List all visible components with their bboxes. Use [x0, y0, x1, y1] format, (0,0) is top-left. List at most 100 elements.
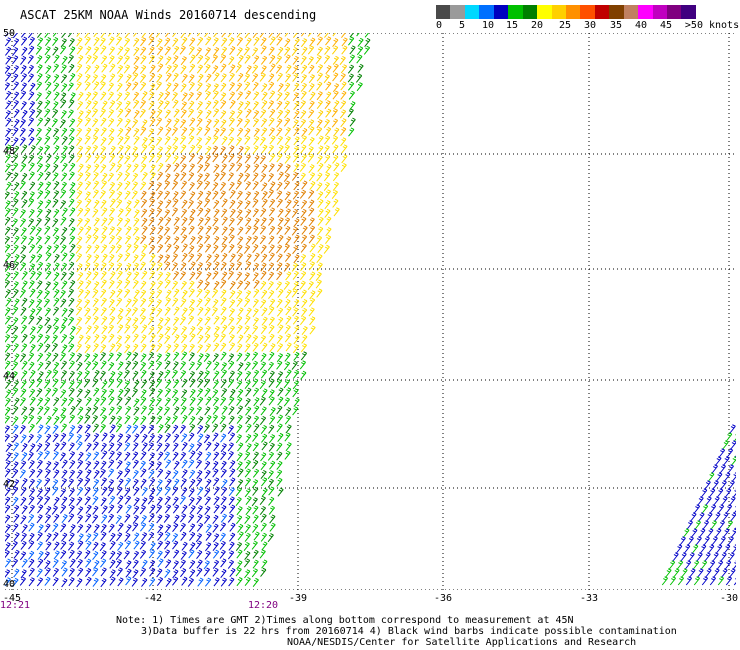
wind-barb [109, 289, 116, 299]
wind-barb [213, 325, 220, 335]
wind-barb [37, 550, 44, 560]
wind-barb [84, 172, 91, 182]
wind-barb [721, 496, 728, 506]
wind-barb [21, 333, 28, 343]
wind-barb [100, 180, 107, 190]
wind-barb [700, 544, 707, 554]
wind-barb [728, 552, 735, 562]
wind-barb [149, 504, 156, 514]
wind-barb [269, 36, 276, 46]
wind-barb [5, 236, 10, 245]
wind-barb [85, 568, 92, 578]
wind-barb [235, 82, 243, 92]
wind-barb [124, 495, 132, 505]
wind-barb [35, 136, 42, 146]
wind-barb [43, 379, 51, 389]
wind-barb [43, 450, 50, 460]
wind-barb [21, 406, 28, 416]
wind-barb [212, 523, 219, 533]
wind-barb [91, 108, 98, 118]
wind-barb [188, 299, 195, 309]
wind-barb [220, 423, 227, 433]
wind-barb [124, 477, 131, 487]
wind-barb [132, 254, 139, 264]
wind-barb [45, 460, 52, 470]
wind-barb [148, 208, 155, 218]
wind-barb [85, 504, 92, 514]
wind-barb [324, 208, 331, 218]
wind-barb [307, 119, 315, 129]
wind-barb [28, 577, 35, 587]
wind-barb [19, 551, 27, 561]
wind-barb [291, 46, 298, 56]
wind-barb [140, 405, 147, 415]
wind-barb [68, 218, 75, 228]
wind-barb [125, 82, 132, 92]
wind-barb [156, 171, 163, 181]
wind-barb [76, 236, 83, 246]
wind-barb [132, 271, 140, 281]
wind-barb [117, 46, 124, 56]
wind-barb [35, 235, 42, 245]
wind-barb [332, 33, 336, 37]
wind-barb [20, 486, 27, 496]
wind-barb [156, 289, 163, 299]
wind-barb [307, 56, 314, 66]
wind-barb [85, 234, 92, 244]
wind-barb [268, 235, 275, 245]
wind-barb [101, 380, 108, 390]
wind-barb [197, 163, 204, 173]
wind-barb [356, 46, 364, 56]
wind-barb [268, 306, 275, 316]
wind-barb [13, 118, 20, 128]
wind-barb [283, 144, 290, 154]
wind-barb [309, 243, 316, 253]
wind-barb [5, 343, 11, 353]
wind-barb [188, 81, 195, 91]
wind-barb [133, 109, 140, 119]
wind-barb [37, 405, 44, 415]
wind-barb [317, 191, 324, 201]
wind-barb [132, 469, 139, 479]
wind-barb [213, 236, 220, 246]
wind-barb [85, 396, 92, 406]
wind-barb [124, 235, 132, 245]
wind-barb [67, 109, 74, 119]
wind-barb [268, 198, 276, 208]
wind-barb [76, 63, 83, 73]
wind-barb [236, 200, 243, 210]
wind-barb [100, 531, 107, 541]
wind-barb [19, 127, 26, 137]
wind-barb [52, 218, 59, 228]
wind-barb [317, 145, 324, 155]
wind-barb [77, 523, 84, 533]
wind-barb [36, 289, 43, 299]
wind-barb [709, 576, 717, 586]
wind-barb [99, 81, 106, 91]
wind-barb [267, 533, 274, 543]
wind-barb [220, 82, 227, 92]
wind-barb [76, 486, 84, 496]
wind-barb [213, 118, 220, 128]
wind-barb [148, 101, 155, 111]
wind-barb [100, 74, 107, 84]
wind-barb [27, 73, 34, 83]
wind-barb [268, 163, 275, 173]
wind-barb [165, 344, 172, 354]
wind-barb [732, 472, 736, 482]
wind-barb [124, 396, 132, 406]
wind-barb [276, 343, 284, 353]
wind-barb [228, 127, 235, 137]
wind-barb [109, 100, 116, 110]
wind-barb [59, 324, 66, 334]
wind-barb [711, 464, 718, 474]
wind-barb [236, 324, 243, 334]
wind-barb [181, 504, 188, 514]
wind-barb [252, 308, 259, 318]
wind-barb [694, 520, 701, 530]
wind-barb [260, 532, 267, 542]
wind-barb [124, 513, 131, 523]
wind-barb [20, 324, 27, 334]
wind-barb [205, 478, 212, 488]
wind-barb [229, 280, 236, 291]
